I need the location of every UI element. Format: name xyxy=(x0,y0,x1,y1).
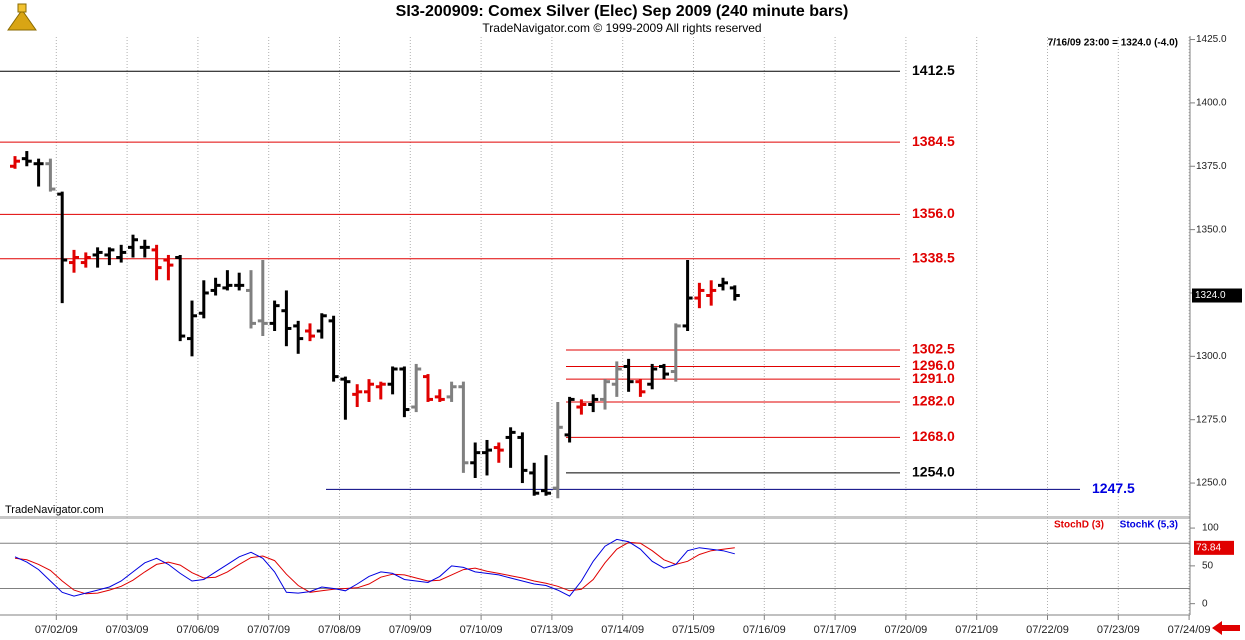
last-value-label: 73.84 xyxy=(1196,542,1221,553)
y-tick-label: 100 xyxy=(1202,523,1219,534)
x-tick-label: 07/08/09 xyxy=(318,624,361,636)
x-tick-label: 07/21/09 xyxy=(955,624,998,636)
level-label: 1412.5 xyxy=(912,62,955,78)
last-price-box xyxy=(1192,288,1242,303)
chart-title: SI3-200909: Comex Silver (Elec) Sep 2009… xyxy=(396,3,849,20)
x-tick-label: 07/20/09 xyxy=(884,624,927,636)
level-label: 1291.0 xyxy=(912,370,955,386)
y-tick-label: 1400.0 xyxy=(1196,98,1227,109)
legend-entry: StochD (3) xyxy=(1054,520,1104,531)
x-tick-label: 07/16/09 xyxy=(743,624,786,636)
x-tick-label: 07/10/09 xyxy=(460,624,503,636)
status-text: 7/16/09 23:00 = 1324.0 (-4.0) xyxy=(1048,38,1178,49)
x-tick-label: 07/07/09 xyxy=(247,624,290,636)
x-tick-label: 07/17/09 xyxy=(814,624,857,636)
level-label: 1282.0 xyxy=(912,393,955,409)
y-tick-label: 50 xyxy=(1202,561,1214,572)
y-tick-label: 1375.0 xyxy=(1196,161,1227,172)
last-price-label: 1324.0 xyxy=(1195,290,1226,301)
y-tick-label: 1350.0 xyxy=(1196,224,1227,235)
level-label: 1268.0 xyxy=(912,428,955,444)
x-tick-label: 07/23/09 xyxy=(1097,624,1140,636)
x-tick-label: 07/15/09 xyxy=(672,624,715,636)
y-tick-label: 1275.0 xyxy=(1196,414,1227,425)
scroll-arrow[interactable] xyxy=(1212,621,1240,635)
stoch-line xyxy=(14,538,735,597)
x-tick-label: 07/06/09 xyxy=(176,624,219,636)
panel-separator xyxy=(0,516,1190,519)
y-tick-label: 1300.0 xyxy=(1196,351,1227,362)
y-tick-label: 1425.0 xyxy=(1196,34,1227,45)
level-label: 1356.0 xyxy=(912,205,955,221)
level-label: 1338.5 xyxy=(912,249,955,265)
x-tick-label: 07/22/09 xyxy=(1026,624,1069,636)
level-label: 1247.5 xyxy=(1092,480,1135,496)
level-label: 1296.0 xyxy=(912,357,955,373)
x-tick-label: 07/03/09 xyxy=(106,624,149,636)
legend-entry: StochK (5,3) xyxy=(1120,520,1178,531)
x-tick-label: 07/02/09 xyxy=(35,624,78,636)
stoch-line xyxy=(14,541,735,595)
x-tick-label: 07/14/09 xyxy=(601,624,644,636)
x-tick-label: 07/09/09 xyxy=(389,624,432,636)
x-tick-label: 07/13/09 xyxy=(530,624,573,636)
level-label: 1384.5 xyxy=(912,133,955,149)
level-label: 1302.5 xyxy=(912,341,955,357)
last-value-box xyxy=(1194,540,1234,555)
logo xyxy=(7,3,37,31)
level-label: 1254.0 xyxy=(912,464,955,480)
y-tick-label: 1250.0 xyxy=(1196,478,1227,489)
watermark: TradeNavigator.com xyxy=(5,504,104,516)
chart-subtitle: TradeNavigator.com © 1999-2009 All right… xyxy=(482,21,761,35)
y-tick-label: 0 xyxy=(1202,598,1208,609)
x-tick-label: 07/24/09 xyxy=(1168,624,1211,636)
